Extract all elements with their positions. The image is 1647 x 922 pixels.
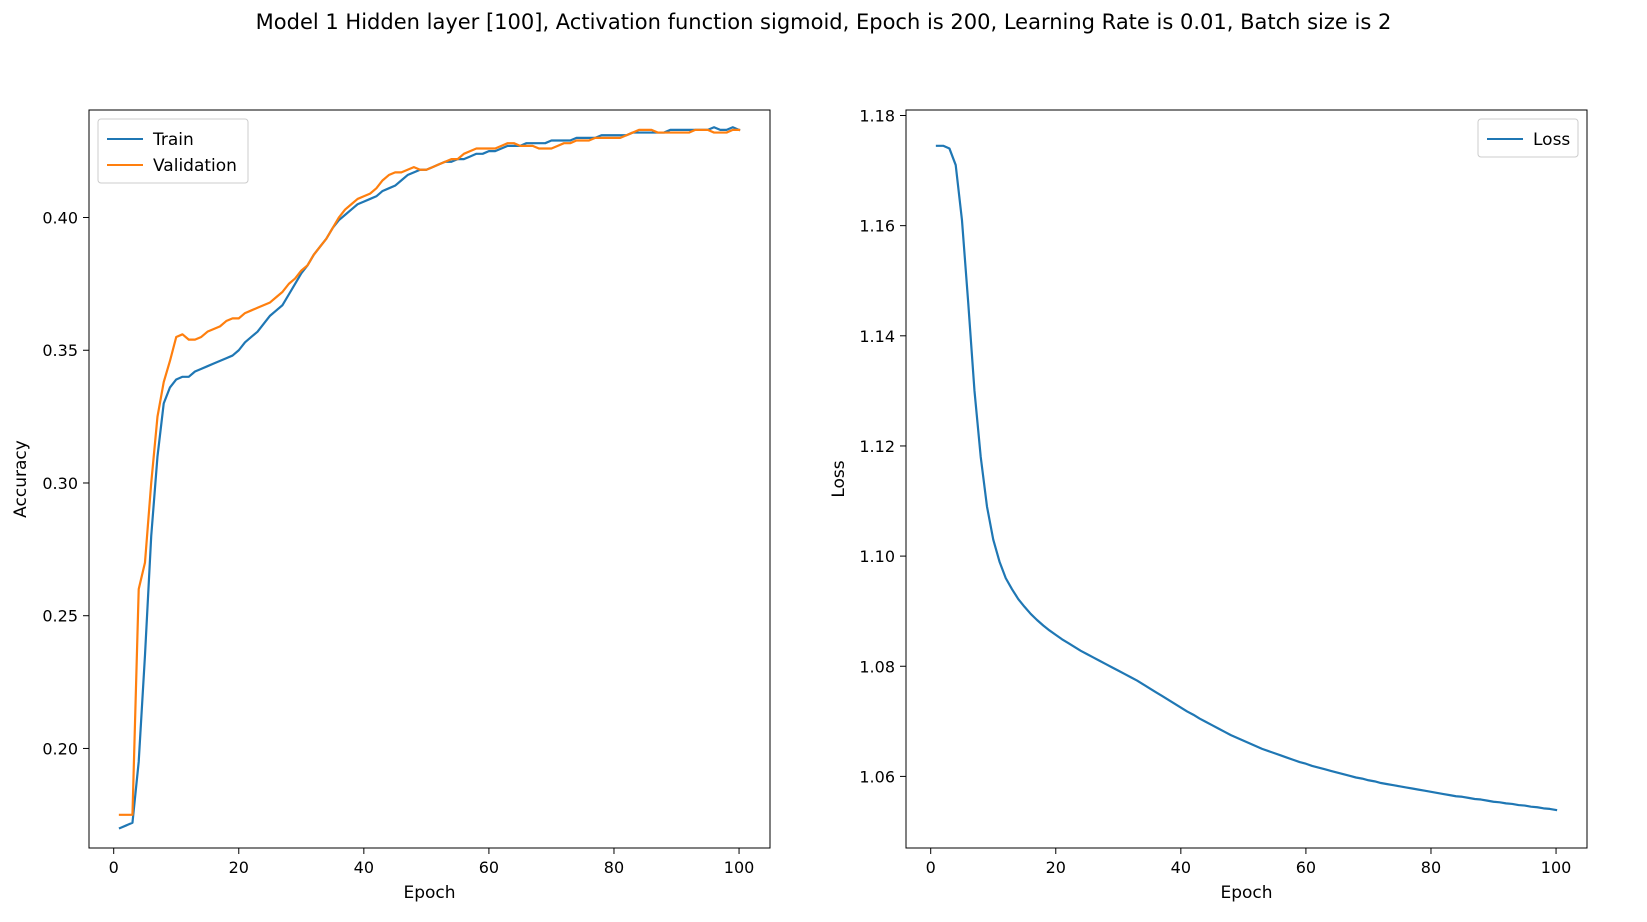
legend-label-train: Train <box>152 130 194 150</box>
loss-legend: Loss <box>1477 118 1579 158</box>
accuracy-x-tick-label: 20 <box>229 858 249 877</box>
loss-series-line-loss <box>935 144 1558 812</box>
legend-label-validation: Validation <box>153 156 237 176</box>
accuracy-x-tick-label: 80 <box>604 858 624 877</box>
loss-y-tick-label: 1.10 <box>859 547 895 566</box>
accuracy-y-tick-label: 0.40 <box>42 209 78 228</box>
loss-y-ticks: 1.06 1.08 1.10 1.12 1.14 1.16 1.18 <box>859 107 906 786</box>
loss-x-tick-label: 60 <box>1296 858 1316 877</box>
loss-x-tick-label: 80 <box>1421 858 1441 877</box>
loss-y-axis-label: Loss <box>829 460 849 497</box>
loss-legend-box <box>1477 118 1579 158</box>
loss-x-tick-label: 40 <box>1171 858 1191 877</box>
accuracy-subplot: 0 20 40 60 80 100 0.200.250.300.350.40 Epoch … <box>11 109 771 903</box>
accuracy-x-tick-label: 100 <box>724 858 755 877</box>
accuracy-y-ticks: 0.20 0.25 0.30 0.35 0.40 <box>42 209 89 758</box>
loss-x-tick-label: 0 <box>926 858 936 877</box>
loss-x-tick-label: 100 <box>1541 858 1572 877</box>
accuracy-series-line-validation <box>118 128 741 816</box>
accuracy-legend: Train Validation <box>97 118 249 184</box>
accuracy-x-tick-label: 0 <box>109 858 119 877</box>
loss-x-ticks: 0 20 40 60 80 100 <box>926 848 1572 877</box>
loss-y-tick-label: 1.16 <box>859 217 895 236</box>
loss-x-tick-label: 20 <box>1046 858 1066 877</box>
accuracy-lines <box>118 126 741 830</box>
loss-subplot: 0 20 40 60 80 100 1.06 1.08 1.10 1.12 1.14 1.16 1.1… <box>829 107 1588 903</box>
accuracy-y-tick-label: 0.35 <box>42 341 78 360</box>
accuracy-y-tick-label: 0.20 <box>42 739 78 758</box>
accuracy-y-tick-label: 0.30 <box>42 474 78 493</box>
loss-x-axis-label: Epoch <box>1220 883 1272 903</box>
accuracy-x-ticks: 0 20 40 60 80 100 <box>109 848 755 877</box>
loss-lines <box>935 144 1558 812</box>
loss-y-tick-label: 1.08 <box>859 657 895 676</box>
accuracy-y-axis-label: Accuracy <box>11 440 31 518</box>
loss-y-tick-label: 1.14 <box>859 327 895 346</box>
accuracy-axes-frame <box>88 109 771 849</box>
accuracy-x-axis-label: Epoch <box>403 883 455 903</box>
loss-y-tick-label: 1.06 <box>859 767 895 786</box>
accuracy-y-tick-label: 0.25 <box>42 607 78 626</box>
loss-axes-frame <box>905 109 1588 849</box>
accuracy-x-tick-label: 60 <box>479 858 499 877</box>
legend-label-loss: Loss <box>1533 130 1570 150</box>
accuracy-series-line-train <box>118 126 741 830</box>
loss-y-tick-label: 1.18 <box>859 107 895 126</box>
accuracy-legend-box <box>97 118 249 184</box>
loss-y-tick-label: 1.12 <box>859 437 895 456</box>
figure-title: Model 1 Hidden layer [100], Activation f… <box>255 10 1392 34</box>
accuracy-x-tick-label: 40 <box>354 858 374 877</box>
